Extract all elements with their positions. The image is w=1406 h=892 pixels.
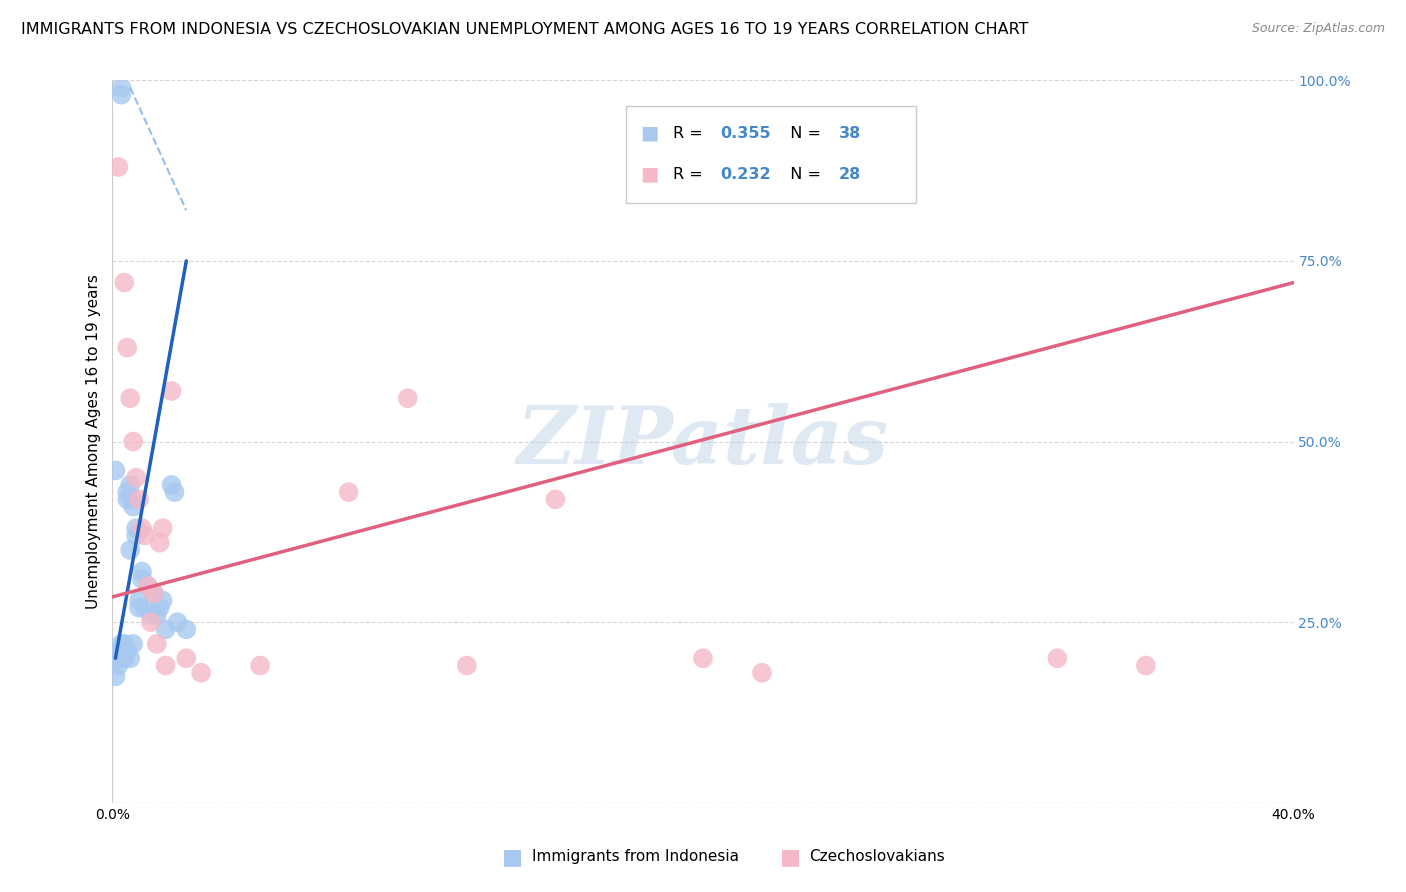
Point xyxy=(134,528,156,542)
Text: N =: N = xyxy=(780,167,825,182)
Point xyxy=(120,478,142,492)
Point xyxy=(152,593,174,607)
Point xyxy=(396,391,419,405)
Point xyxy=(128,593,150,607)
Point xyxy=(190,665,212,680)
Point xyxy=(112,637,135,651)
Text: R =: R = xyxy=(673,167,709,182)
Point xyxy=(120,542,142,557)
Point xyxy=(128,492,150,507)
Point xyxy=(110,87,132,102)
Y-axis label: Unemployment Among Ages 16 to 19 years: Unemployment Among Ages 16 to 19 years xyxy=(86,274,101,609)
Point xyxy=(337,485,360,500)
Point xyxy=(174,623,197,637)
Point xyxy=(122,492,145,507)
Point xyxy=(166,615,188,630)
Point xyxy=(107,658,129,673)
Point xyxy=(125,470,148,484)
Point xyxy=(155,623,177,637)
Point xyxy=(117,644,138,658)
Text: IMMIGRANTS FROM INDONESIA VS CZECHOSLOVAKIAN UNEMPLOYMENT AMONG AGES 16 TO 19 YE: IMMIGRANTS FROM INDONESIA VS CZECHOSLOVA… xyxy=(21,22,1029,37)
Text: N =: N = xyxy=(780,126,825,141)
Point xyxy=(120,391,142,405)
Point xyxy=(456,658,478,673)
Point xyxy=(149,600,172,615)
Text: ■: ■ xyxy=(780,847,801,867)
Point xyxy=(149,535,172,549)
Point xyxy=(131,565,153,579)
Point xyxy=(142,586,165,600)
Point xyxy=(104,463,127,477)
Text: Source: ZipAtlas.com: Source: ZipAtlas.com xyxy=(1251,22,1385,36)
Point xyxy=(120,651,142,665)
Point xyxy=(146,607,169,622)
Point xyxy=(125,528,148,542)
Text: 0.355: 0.355 xyxy=(721,126,772,141)
Point xyxy=(122,434,145,449)
Point xyxy=(249,658,271,673)
Point xyxy=(1046,651,1069,665)
Point xyxy=(155,658,177,673)
Point xyxy=(125,521,148,535)
Point xyxy=(117,485,138,500)
Point xyxy=(163,485,186,500)
Point xyxy=(128,600,150,615)
Point xyxy=(146,637,169,651)
Point xyxy=(110,80,132,95)
Text: ZIPatlas: ZIPatlas xyxy=(517,403,889,480)
Point xyxy=(104,669,127,683)
Text: R =: R = xyxy=(673,126,709,141)
Point xyxy=(134,600,156,615)
Text: 38: 38 xyxy=(839,126,860,141)
Point xyxy=(136,579,159,593)
Point xyxy=(1135,658,1157,673)
Point xyxy=(122,637,145,651)
Point xyxy=(152,521,174,535)
Point xyxy=(139,607,162,622)
Text: 28: 28 xyxy=(839,167,860,182)
FancyBboxPatch shape xyxy=(626,105,915,203)
Text: Immigrants from Indonesia: Immigrants from Indonesia xyxy=(531,849,738,864)
Point xyxy=(174,651,197,665)
Point xyxy=(110,644,132,658)
Point xyxy=(117,492,138,507)
Point xyxy=(117,341,138,355)
Text: Czechoslovakians: Czechoslovakians xyxy=(810,849,945,864)
Point xyxy=(160,478,183,492)
Text: ■: ■ xyxy=(640,123,659,143)
Point xyxy=(544,492,567,507)
Point xyxy=(112,276,135,290)
Point xyxy=(751,665,773,680)
Point xyxy=(107,644,129,658)
Point xyxy=(112,651,135,665)
Text: ■: ■ xyxy=(502,847,523,867)
Point xyxy=(131,572,153,586)
Point xyxy=(142,586,165,600)
Point xyxy=(136,579,159,593)
Point xyxy=(107,651,129,665)
Text: 0.232: 0.232 xyxy=(721,167,772,182)
Point xyxy=(107,160,129,174)
Point xyxy=(131,521,153,535)
Text: ■: ■ xyxy=(640,165,659,184)
Point xyxy=(160,384,183,398)
Point xyxy=(110,637,132,651)
Point xyxy=(692,651,714,665)
Point xyxy=(139,615,162,630)
Point xyxy=(122,500,145,514)
